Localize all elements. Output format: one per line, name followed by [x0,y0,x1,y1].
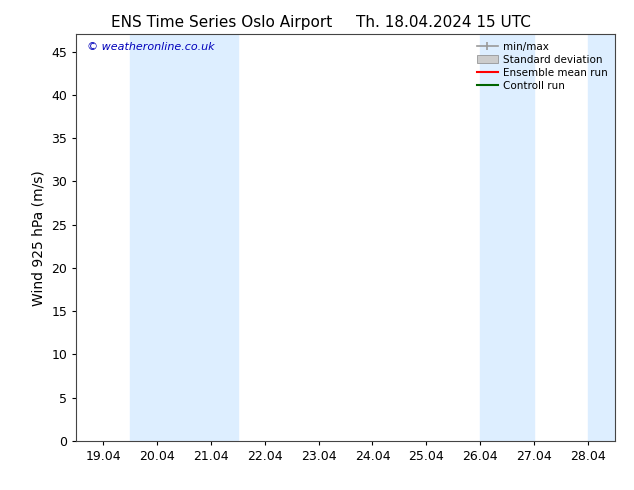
Bar [130,34,184,441]
Bar [184,34,238,441]
Y-axis label: Wind 925 hPa (m/s): Wind 925 hPa (m/s) [32,170,46,306]
Legend: min/max, Standard deviation, Ensemble mean run, Controll run: min/max, Standard deviation, Ensemble me… [473,37,612,95]
Text: Th. 18.04.2024 15 UTC: Th. 18.04.2024 15 UTC [356,15,531,30]
Text: © weatheronline.co.uk: © weatheronline.co.uk [87,43,214,52]
Bar [481,34,507,441]
Text: ENS Time Series Oslo Airport: ENS Time Series Oslo Airport [112,15,332,30]
Bar [507,34,534,441]
Bar [588,34,615,441]
